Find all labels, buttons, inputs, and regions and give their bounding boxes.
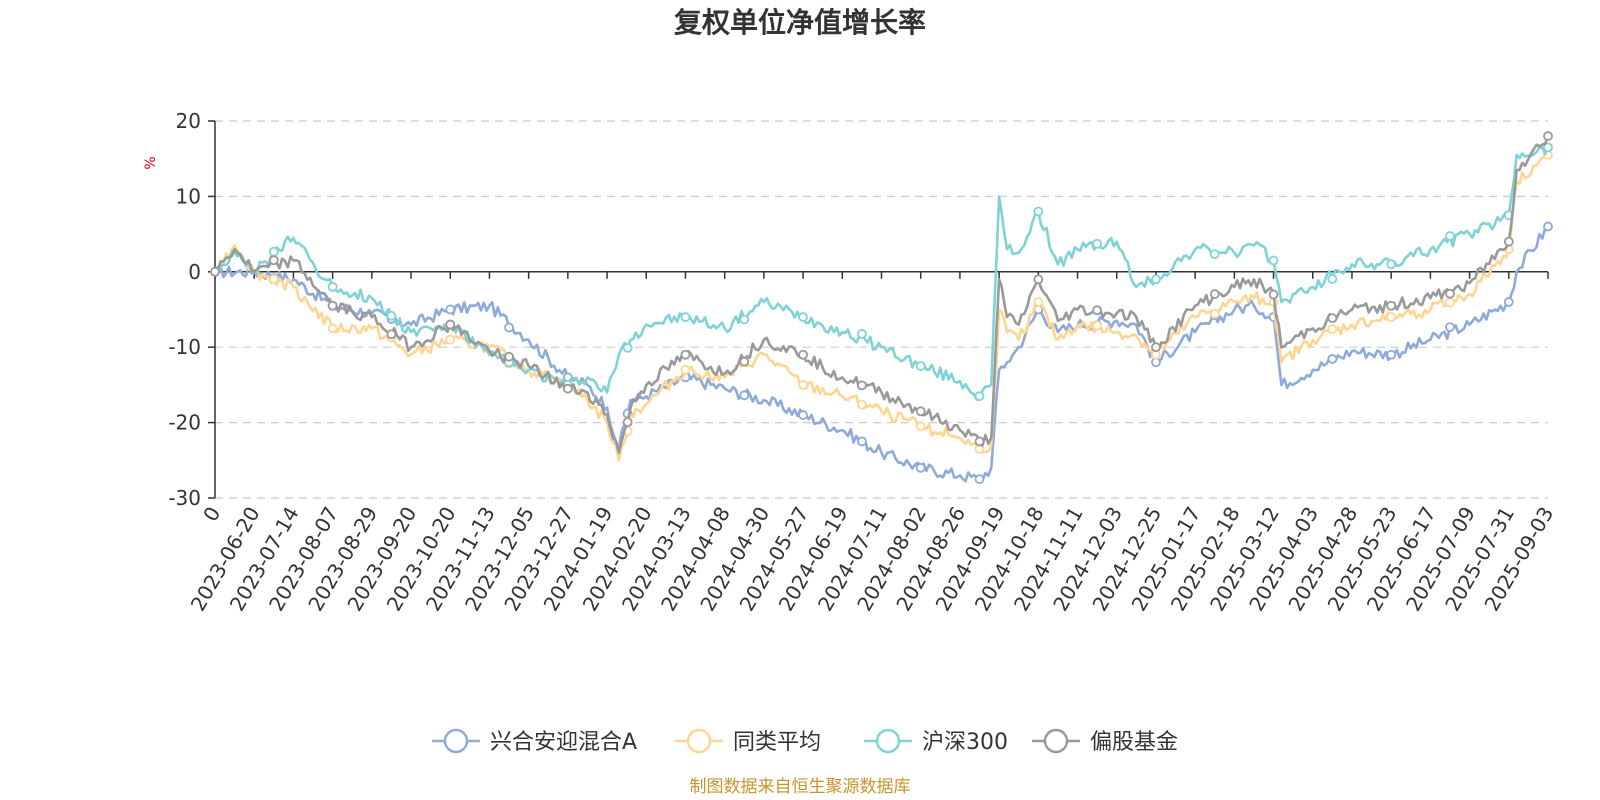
series-point <box>1386 259 1397 270</box>
series-point <box>1503 297 1514 307</box>
series-point <box>1445 231 1455 241</box>
series-point <box>1327 354 1338 364</box>
series-point <box>386 310 397 321</box>
series-point <box>856 399 867 410</box>
series-point <box>504 351 514 362</box>
series-point <box>798 349 808 360</box>
series-point <box>1543 131 1553 141</box>
series-point <box>445 304 456 315</box>
legend-marker-icon <box>443 728 469 754</box>
y-tick-label: 20 <box>176 109 201 133</box>
axes: 20100-10-20-3002023-06-202023-07-142023-… <box>168 109 1558 615</box>
series-point <box>1386 349 1397 360</box>
series-point <box>1092 320 1103 331</box>
series-point <box>1543 142 1553 153</box>
series-point <box>327 281 338 292</box>
series-point <box>268 274 279 284</box>
series-point <box>504 322 514 333</box>
series-line <box>214 153 1549 462</box>
series-point <box>739 356 750 367</box>
legend-label: 偏股基金 <box>1090 730 1178 755</box>
series-point <box>1151 274 1161 285</box>
series-point <box>915 406 926 417</box>
series-point <box>680 312 691 322</box>
y-tick-label: -20 <box>168 411 201 435</box>
series-point <box>856 329 867 339</box>
y-tick-label: 10 <box>176 184 201 208</box>
series-point <box>327 323 338 334</box>
series-point <box>1209 249 1220 259</box>
series-point <box>1327 274 1338 284</box>
series-point <box>1543 221 1553 232</box>
legend-marker-icon <box>875 728 901 754</box>
series-point <box>856 436 867 447</box>
series-point <box>268 255 279 266</box>
legend-label: 兴合安迎混合A <box>490 730 637 755</box>
source-note: 制图数据来自恒生聚源数据库 <box>690 777 911 797</box>
series-point <box>1033 274 1044 285</box>
series-point <box>445 319 456 330</box>
series-point <box>1503 236 1514 247</box>
series-point <box>680 349 691 360</box>
series-point <box>798 410 808 420</box>
series-point <box>1268 255 1279 266</box>
series-point <box>798 379 808 390</box>
series-point <box>562 383 573 394</box>
legend-item[interactable]: 偏股基金 <box>1032 728 1178 755</box>
series-point <box>915 361 926 371</box>
x-tick-label: 0 <box>198 503 225 526</box>
chart-title: 复权单位净值增长率 <box>674 6 926 39</box>
series-point <box>1033 206 1044 217</box>
series-point <box>622 417 633 428</box>
series-point <box>1033 297 1044 307</box>
y-tick-label: -10 <box>168 335 201 359</box>
series-point <box>1327 313 1338 324</box>
y-tick-label: 0 <box>188 260 201 284</box>
series-point <box>210 266 220 277</box>
series-point <box>1386 312 1397 322</box>
legend-label: 沪深300 <box>922 730 1008 755</box>
series-line <box>213 225 1549 483</box>
series-point <box>739 314 750 325</box>
legend-marker-icon <box>686 728 712 754</box>
series-point <box>856 380 867 391</box>
series-point <box>268 246 279 257</box>
series-point <box>798 312 808 322</box>
legend-item[interactable]: 同类平均 <box>675 728 821 755</box>
series-point <box>739 390 750 401</box>
series-point <box>386 329 397 340</box>
series-point <box>974 391 985 402</box>
series-point <box>974 436 985 447</box>
series-point <box>974 474 985 485</box>
series-point <box>1445 297 1455 308</box>
series-point <box>1092 238 1103 249</box>
y-tick-label: -30 <box>168 486 201 510</box>
y-axis-unit-label: % <box>143 156 159 169</box>
series-point <box>1151 342 1161 353</box>
series-point <box>1327 324 1338 335</box>
legend: 兴合安迎混合A 同类平均 沪深300 偏股基金 <box>432 728 1178 755</box>
legend-item[interactable]: 兴合安迎混合A <box>432 728 637 755</box>
series-point <box>680 364 691 375</box>
legend-label: 同类平均 <box>733 730 821 755</box>
series-point <box>1445 322 1455 333</box>
series-point <box>327 300 338 311</box>
series-point <box>1209 289 1220 299</box>
series-line <box>215 135 1550 455</box>
series-lines <box>210 131 1553 485</box>
series-point <box>1268 289 1279 300</box>
series-point <box>622 342 633 353</box>
legend-item[interactable]: 沪深300 <box>864 728 1008 755</box>
series-point <box>1092 305 1103 316</box>
series-point <box>915 421 926 432</box>
series-point <box>445 334 456 345</box>
series-point <box>915 462 926 473</box>
legend-marker-icon <box>1043 728 1069 754</box>
gridlines <box>215 120 1548 499</box>
series-point <box>1386 300 1397 311</box>
series-point <box>1209 308 1220 319</box>
series-point <box>1445 288 1455 299</box>
